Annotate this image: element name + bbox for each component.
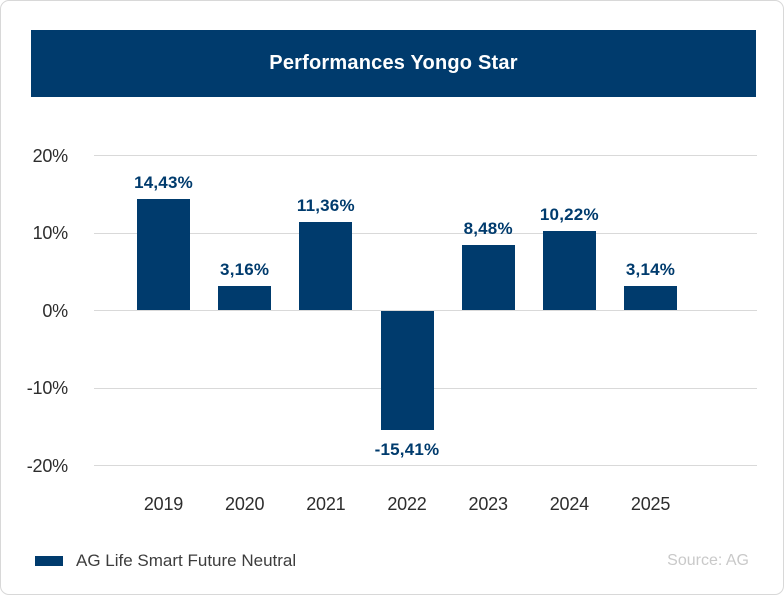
bar-2025 [624, 286, 678, 311]
y-axis-tick-label: -10% [26, 378, 68, 398]
value-label-2020: 3,16% [220, 260, 270, 279]
value-label-2019: 14,43% [134, 172, 193, 192]
y-axis-tick-label: -20% [26, 455, 68, 476]
legend-swatch [35, 556, 63, 566]
value-label-2023: 8,48% [463, 218, 513, 238]
source-note: Source: AG [667, 552, 749, 569]
bar-2020 [218, 286, 272, 311]
bar-2024 [542, 231, 596, 311]
value-label-2021: 11,36% [296, 196, 355, 216]
x-axis-label-2025: 2025 [630, 494, 671, 514]
chart-title-bar: Performances Yongo Star [31, 30, 756, 97]
gridline [94, 155, 757, 156]
bar-2022 [380, 310, 434, 430]
y-axis-tick-label: 0% [42, 300, 68, 321]
x-axis-label-2019: 2019 [143, 494, 184, 514]
y-axis-tick-label: 10% [32, 223, 69, 243]
value-label-2025: 3,14% [625, 260, 676, 280]
gridline [94, 232, 757, 234]
legend-label: AG Life Smart Future Neutral [76, 551, 297, 570]
x-axis-label-2023: 2023 [468, 494, 508, 514]
value-label-2024: 10,22% [539, 205, 599, 225]
x-axis-label-2021: 2021 [306, 494, 346, 514]
y-axis-tick-label: 20% [32, 145, 69, 166]
x-axis-label-2020: 2020 [225, 494, 265, 514]
gridline [94, 465, 757, 466]
chart-title: Performances Yongo Star [269, 52, 518, 74]
bar-2019 [137, 198, 190, 311]
bar-2021 [299, 222, 353, 311]
value-label-2022: -15,41% [374, 439, 440, 459]
x-axis-label-2022: 2022 [387, 494, 427, 514]
bar-2023 [461, 244, 515, 311]
x-axis-label-2024: 2024 [549, 494, 589, 514]
legend: AG Life Smart Future Neutral [35, 549, 296, 573]
